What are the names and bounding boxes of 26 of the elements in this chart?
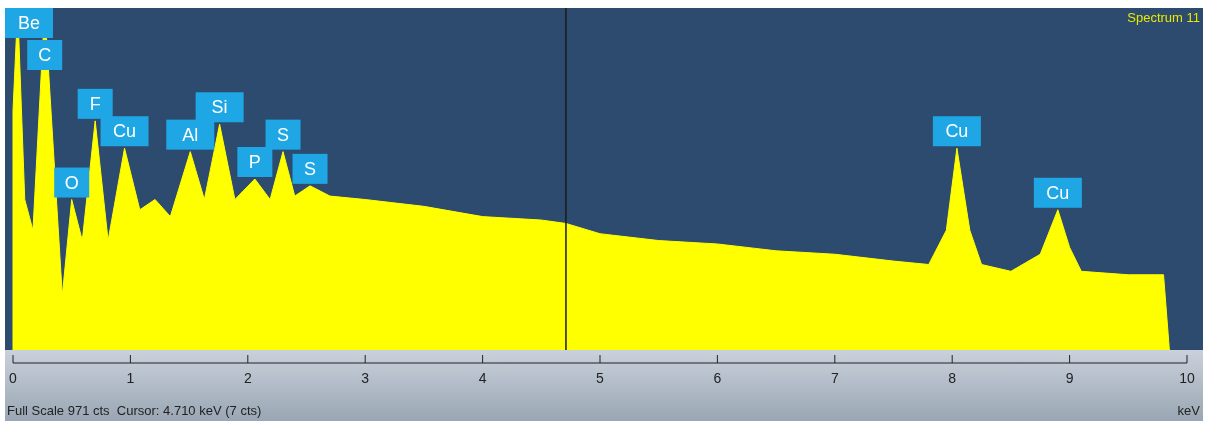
x-axis-title: keV [1177, 403, 1201, 418]
x-tick-label: 7 [830, 370, 839, 386]
x-tick-label: 10 [1179, 370, 1195, 386]
x-tick-label: 3 [361, 370, 370, 386]
annotation: Al [182, 124, 199, 145]
x-tick-label: 4 [478, 370, 487, 386]
annotation: P [248, 152, 261, 172]
annotation: F [89, 93, 101, 114]
x-tick-label: 5 [596, 370, 605, 386]
x-tick-label: 1 [126, 370, 135, 386]
text: Full Scale 971 cts Cursor: 4.710 keV (7 cts) [7, 403, 262, 418]
chart-title: Spectrum 11 [1127, 10, 1200, 25]
annotation: Cu [113, 121, 137, 142]
annotation: O [64, 172, 79, 193]
annotation: S [277, 124, 290, 145]
x-tick-label: 8 [948, 370, 957, 386]
annotation: Be [17, 13, 41, 33]
annotation: Si [211, 97, 228, 118]
x-tick-label: 0 [9, 370, 18, 386]
annotation: Cu [1046, 182, 1070, 203]
annotation: Cu [945, 121, 969, 142]
x-tick-label: 9 [1065, 370, 1074, 386]
annotation: C [38, 45, 52, 65]
annotation: S [304, 158, 317, 179]
x-tick-label: 6 [713, 370, 722, 386]
x-tick-label: 2 [243, 370, 252, 386]
